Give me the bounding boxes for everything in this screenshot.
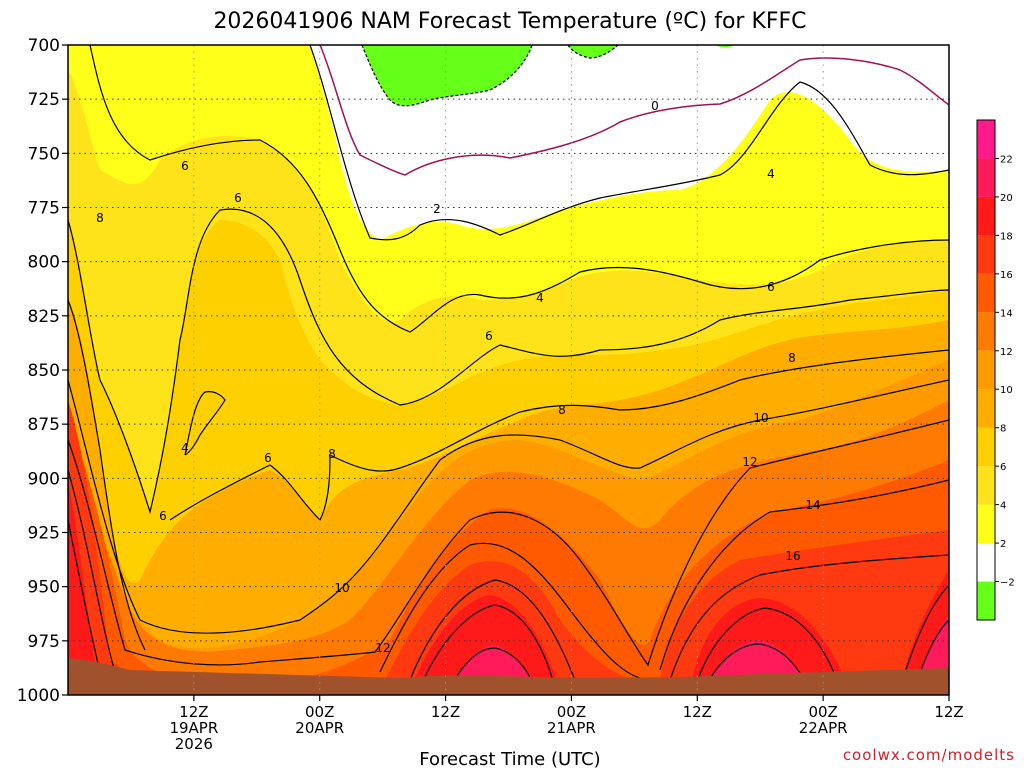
colorbar-bin [977, 158, 995, 197]
colorbar-bin [977, 504, 995, 544]
contour-label: 8 [788, 351, 796, 365]
x-tick-label: 12Z [683, 703, 712, 721]
contour-line-12c [68, 419, 949, 667]
contour-lines [68, 45, 949, 689]
colorbar-frame [976, 119, 996, 621]
contour-label: 4 [536, 291, 544, 305]
contour-label: 4 [181, 441, 189, 455]
y-tick-label: 725 [28, 90, 60, 110]
colorbar-bin [977, 235, 995, 274]
colorbar-bin [977, 543, 995, 582]
contour-label: 14 [805, 498, 820, 512]
contour-label: 8 [96, 211, 104, 225]
contour-label: 10 [753, 411, 768, 425]
colorbar-bin [977, 581, 995, 620]
contour-label: 12 [375, 641, 390, 655]
colorbar-tick-label: 6 [1000, 462, 1006, 473]
x-tick-label: 12Z [431, 703, 460, 721]
contour-labels: 0 2 4 4 4 6 6 6 6 6 6 8 8 8 8 10 10 12 12 14 16 [96, 99, 820, 655]
colorbar-bin [977, 350, 995, 390]
contour-label: 6 [485, 329, 493, 343]
x-tick-label: 22APR [799, 719, 848, 737]
y-tick-label: 1000 [17, 686, 60, 706]
x-tick-label: 2026 [175, 735, 213, 753]
colorbar-bin [977, 196, 995, 236]
colorbar: −2 2 4 6 8 10 12 14 16 18 20 22 [976, 119, 1015, 621]
colorbar-tick-label: 2 [1000, 539, 1006, 550]
y-tick-label: 925 [28, 524, 60, 544]
colorbar-tick-label: 14 [1000, 308, 1013, 319]
x-tick-label: 20APR [295, 719, 344, 737]
x-tick-label: 12Z [934, 703, 963, 721]
colorbar-bin [977, 273, 995, 313]
y-tick-label: 900 [28, 469, 60, 489]
x-tick-label: 12Z [179, 703, 208, 721]
plot-area [68, 45, 949, 695]
x-tick-label: 00Z [557, 703, 586, 721]
colorbar-tick-label: 22 [1000, 154, 1013, 165]
contour-label: 6 [264, 451, 272, 465]
colorbar-bin [977, 312, 995, 351]
x-tick-label: 00Z [808, 703, 837, 721]
y-tick-label: 700 [28, 36, 60, 56]
y-tick-label: 775 [28, 199, 60, 219]
colorbar-bin [977, 120, 995, 159]
colorbar-tick-label: 18 [1000, 231, 1013, 242]
x-tick-label: 19APR [169, 719, 218, 737]
colorbar-tick-label: 20 [1000, 193, 1013, 204]
ground-surface [68, 658, 949, 695]
y-tick-label: 950 [28, 578, 60, 598]
x-tick-label: 00Z [305, 703, 334, 721]
contour-line-8c [68, 299, 949, 651]
y-tick-label: 875 [28, 415, 60, 435]
colorbar-bin [977, 466, 995, 505]
contour-line-0c [319, 45, 949, 176]
contour-line-2c [309, 45, 949, 241]
x-axis-label: Forecast Time (UTC) [419, 749, 600, 768]
colorbar-bin [977, 389, 995, 428]
contour-label: 16 [785, 549, 800, 563]
contour-line-4c-pocket [184, 391, 226, 456]
y-tick-label: 750 [28, 144, 60, 164]
contour-label: 8 [328, 447, 336, 461]
contour-label: 12 [742, 455, 757, 469]
contour-label: 4 [767, 167, 775, 181]
colorbar-tick-label: 16 [1000, 270, 1013, 281]
colorbar-tick-label: 10 [1000, 385, 1013, 396]
y-tick-label: 850 [28, 361, 60, 381]
contour-label: 6 [234, 191, 242, 205]
contour-label: 0 [651, 99, 659, 113]
contour-label: 6 [767, 280, 775, 294]
colorbar-tick-label: −2 [1000, 578, 1015, 589]
contour-line-minus2c [361, 45, 619, 107]
colorbar-tick-label: 8 [1000, 424, 1006, 435]
contour-line-14c [68, 469, 949, 679]
contour-label: 6 [181, 159, 189, 173]
contour-line-10c [68, 379, 949, 634]
y-tick-label: 975 [28, 632, 60, 652]
y-axis: 700 725 750 775 800 825 850 875 900 925 950 975 1000 [17, 36, 68, 706]
y-tick-label: 825 [28, 307, 60, 327]
contour-line-4c [89, 45, 949, 333]
y-tick-label: 800 [28, 253, 60, 273]
contour-line-6c [68, 208, 949, 515]
colorbar-tick-label: 12 [1000, 347, 1013, 358]
chart-title: 2026041906 NAM Forecast Temperature (ºC)… [213, 9, 806, 34]
contour-label: 10 [334, 581, 349, 595]
contour-label: 8 [558, 403, 566, 417]
band-minus2c [362, 45, 735, 106]
colorbar-tick-label: 4 [1000, 501, 1006, 512]
colorbar-bin [977, 427, 995, 467]
contour-label: 6 [159, 509, 167, 523]
credit-link[interactable]: coolwx.com/modelts [843, 746, 1015, 764]
x-tick-label: 21APR [547, 719, 596, 737]
contour-label: 2 [433, 202, 441, 216]
band-2c [310, 45, 949, 240]
